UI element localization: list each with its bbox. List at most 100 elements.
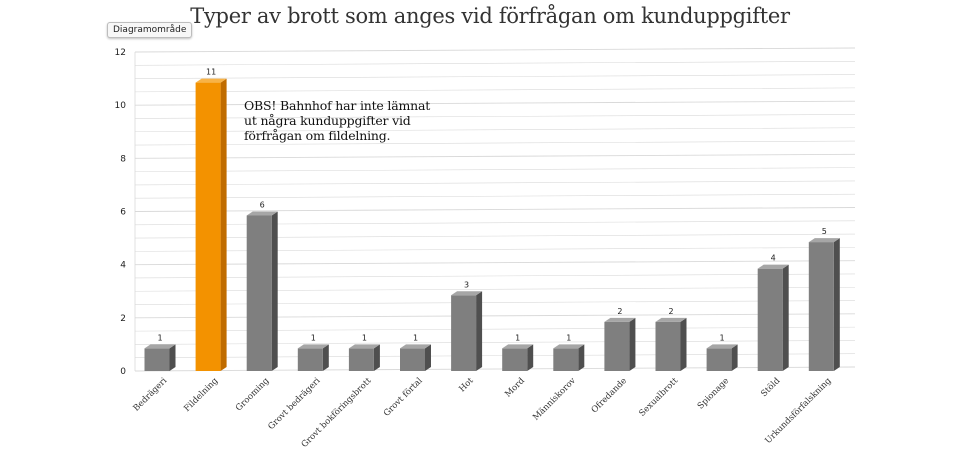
data-label: 5: [822, 227, 827, 236]
gridline: [134, 300, 856, 305]
gridline: [134, 180, 856, 186]
bar-top: [451, 291, 483, 296]
bar-side: [425, 344, 431, 371]
bar-front: [144, 348, 170, 371]
bar-front: [348, 348, 374, 371]
data-label: 1: [157, 333, 162, 342]
data-label: 1: [413, 333, 418, 342]
x-tick-label: Fildelning: [182, 376, 220, 414]
bar-top: [297, 344, 329, 349]
x-tick-label: Grovt förtal: [382, 376, 425, 419]
bar-side: [527, 344, 534, 371]
y-tick-label: 0: [120, 367, 126, 377]
gridline: [134, 74, 856, 79]
gridlines: [134, 47, 856, 372]
x-tick-label: Grooming: [234, 376, 272, 414]
gridline: [134, 193, 856, 199]
data-label: 3: [464, 280, 469, 289]
gridline: [134, 127, 856, 133]
bar-side: [782, 264, 789, 371]
y-axis-ticks: 0 2 4 6 8 10 12: [115, 48, 127, 377]
bar-side: [373, 344, 380, 371]
x-tick-label: Mord: [503, 376, 527, 400]
gridline: [134, 366, 856, 372]
bar: [808, 238, 840, 371]
gridline: [134, 247, 856, 252]
gridline: [134, 220, 856, 226]
bar-top: [348, 344, 380, 349]
data-label: 2: [617, 307, 622, 316]
bar-side: [629, 317, 636, 371]
bar: [604, 317, 636, 371]
data-label: 1: [566, 333, 571, 342]
bar-front: [553, 348, 579, 371]
bar-side: [680, 317, 687, 371]
data-label: 6: [260, 201, 265, 210]
bar-side: [578, 344, 585, 371]
bar: [195, 78, 227, 371]
bar: [451, 291, 483, 371]
x-tick-label: Människorov: [531, 376, 578, 423]
bar-front: [195, 82, 221, 371]
bar: [400, 344, 431, 371]
bar-side: [476, 291, 483, 371]
gridline: [134, 353, 856, 359]
bar: [502, 344, 534, 371]
bar-top: [604, 317, 636, 322]
y-tick-label: 2: [120, 314, 126, 324]
x-tick-label: Sexualbrott: [637, 376, 680, 419]
bar-side: [322, 344, 329, 371]
bar-top: [195, 78, 227, 83]
x-tick-label: Grovt bedrägeri: [266, 376, 322, 432]
y-tick-label: 12: [115, 48, 126, 58]
bar-top: [502, 344, 534, 349]
x-tick-label: Ofredande: [590, 376, 629, 415]
bar-side: [833, 238, 840, 371]
bar-front: [757, 268, 783, 371]
gridline: [134, 340, 856, 345]
gridline: [134, 273, 856, 279]
chart-title: Typer av brott som anges vid förfrågan o…: [190, 4, 790, 28]
bar-front: [297, 348, 323, 371]
y-tick-label: 8: [120, 154, 126, 164]
gridline: [134, 260, 856, 266]
bar-top: [706, 344, 738, 349]
bar-top: [655, 317, 687, 322]
bar-front: [502, 348, 528, 371]
gridline: [134, 140, 856, 146]
bar: [553, 344, 585, 371]
bar-front: [400, 348, 425, 371]
bar: [706, 344, 738, 371]
bar: [246, 211, 278, 371]
bar-front: [246, 215, 272, 371]
bar: [757, 264, 789, 371]
gridline: [134, 153, 856, 159]
y-tick-label: 10: [115, 101, 127, 111]
bar: [144, 344, 176, 371]
y-tick-label: 6: [120, 208, 126, 218]
gridline: [134, 167, 856, 172]
gridline: [134, 313, 856, 319]
data-label: 4: [771, 254, 776, 263]
gridline: [134, 87, 856, 93]
bar-side: [169, 344, 176, 371]
x-tick-label: Bedrägeri: [132, 376, 170, 414]
bar-side: [731, 344, 738, 371]
bar-side: [220, 78, 227, 371]
y-tick-label: 4: [120, 261, 126, 271]
bar-front: [808, 242, 834, 371]
data-label: 2: [668, 307, 673, 316]
bar: [297, 344, 329, 371]
bars: [144, 78, 840, 371]
bar-top: [400, 344, 431, 349]
gridline: [134, 114, 856, 119]
x-tick-label: Stöld: [759, 376, 782, 399]
gridline: [134, 286, 856, 292]
data-label: 1: [362, 333, 367, 342]
bar-side: [271, 211, 278, 371]
gridline: [134, 207, 856, 212]
data-label: 1: [515, 333, 520, 342]
